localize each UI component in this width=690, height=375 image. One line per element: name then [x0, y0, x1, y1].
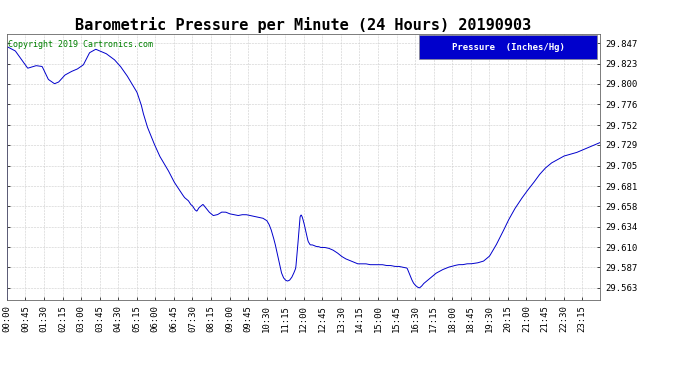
Text: Copyright 2019 Cartronics.com: Copyright 2019 Cartronics.com [8, 40, 153, 50]
Title: Barometric Pressure per Minute (24 Hours) 20190903: Barometric Pressure per Minute (24 Hours… [75, 16, 532, 33]
FancyBboxPatch shape [420, 35, 598, 59]
Text: Pressure  (Inches/Hg): Pressure (Inches/Hg) [452, 43, 564, 52]
